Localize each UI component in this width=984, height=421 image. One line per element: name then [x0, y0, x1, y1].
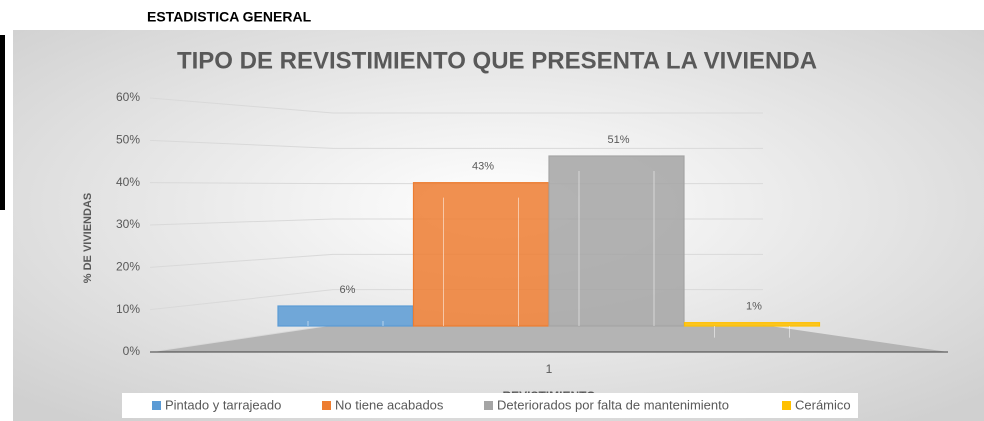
bar [277, 305, 414, 327]
data-label: 51% [607, 134, 629, 146]
data-label: 6% [340, 284, 356, 296]
header: ESTADISTICA GENERAL [147, 9, 312, 25]
bar [412, 182, 550, 327]
legend-swatch [782, 401, 791, 410]
legend-label: Deteriorados por falta de mantenimiento [497, 397, 729, 412]
y-axis-label: % DE VIVIENDAS [82, 193, 94, 283]
grid-line [149, 97, 763, 114]
floor [150, 325, 948, 352]
grid-line [149, 139, 763, 149]
legend-label: Pintado y tarrajeado [165, 397, 281, 412]
y-tick-label: 40% [116, 175, 140, 189]
chart-title: TIPO DE REVISTIMIENTO QUE PRESENTA LA VI… [177, 47, 817, 74]
legend-label: No tiene acabados [335, 397, 444, 412]
y-tick-label: 60% [116, 90, 140, 104]
bar [683, 322, 821, 327]
bar [548, 155, 685, 327]
legend-label: Cerámico [795, 397, 851, 412]
legend-swatch [484, 401, 493, 410]
y-tick-label: 20% [116, 260, 140, 274]
y-tick-label: 10% [116, 302, 140, 316]
legend-swatch [152, 401, 161, 410]
y-tick-label: 50% [116, 133, 140, 147]
y-tick-label: 0% [123, 344, 141, 358]
side-bar [0, 35, 5, 210]
y-tick-label: 30% [116, 217, 140, 231]
data-label: 1% [746, 301, 762, 313]
legend-swatch [322, 401, 331, 410]
x-tick-label: 1 [546, 362, 553, 376]
data-label: 43% [472, 161, 494, 173]
